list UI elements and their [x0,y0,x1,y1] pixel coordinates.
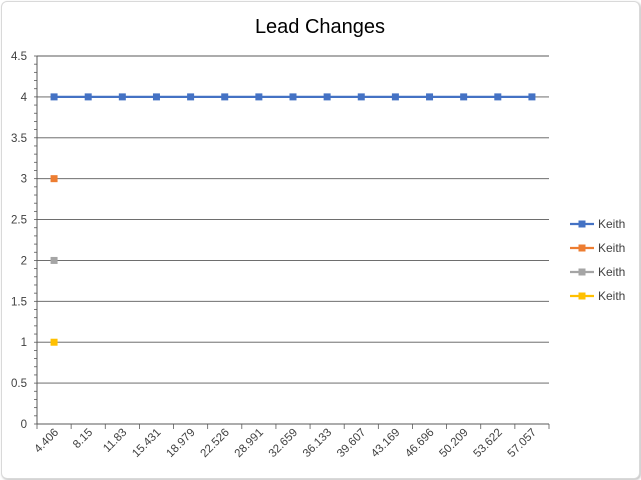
y-tick-label: 3.5 [11,133,27,145]
x-tick-label: 15.431 [130,427,163,460]
data-point [494,93,502,101]
chart-title: Lead Changes [255,16,385,38]
x-tick-label: 46.696 [403,427,436,460]
data-point [187,93,195,101]
x-tick-label: 36.133 [301,427,334,460]
gridlines [37,55,549,384]
data-point [221,93,229,101]
y-tick-label: 1.5 [11,296,27,308]
legend-label: Keith [598,241,625,255]
plot-area [50,93,536,346]
y-tick-label: 2.5 [11,215,27,227]
legend-marker [578,292,586,300]
y-tick-label: 1 [21,337,27,349]
legend-marker [578,220,586,228]
legend-item: Keith [570,289,625,303]
data-point [84,93,92,101]
y-tick-label: 2 [21,255,27,267]
y-tick-label: 0 [21,419,27,431]
data-point [118,93,126,101]
data-point [323,93,331,101]
y-tick-label: 4.5 [11,51,27,63]
y-tick-label: 0.5 [11,378,27,390]
x-tick-label: 53.622 [472,427,505,460]
x-tick-label: 39.607 [335,427,368,460]
x-tick-label: 8.15 [71,427,95,451]
x-tick-label: 4.406 [32,427,61,456]
data-point [391,93,399,101]
axes [34,55,550,429]
legend-marker [578,268,586,276]
legend: Keith Keith Keith Keith [570,217,625,303]
legend-item: Keith [570,241,625,255]
data-point [50,256,58,264]
x-tick-label: 32.659 [267,427,300,460]
y-tick-label: 3 [21,174,27,186]
data-point [357,93,365,101]
y-tick-label: 4 [21,92,28,104]
x-tick-labels: 4.406 8.15 11.83 15.431 18.979 22.526 28.991 32… [32,427,539,460]
data-point [426,93,434,101]
y-tick-labels: 0 0.5 1 1.5 2 2.5 3 3.5 4 4.5 [11,51,28,431]
data-point [50,93,58,101]
x-tick-label: 11.83 [101,427,129,455]
x-tick-label: 43.169 [369,427,402,460]
x-tick-label: 18.979 [164,427,197,460]
legend-item: Keith [570,217,625,231]
x-tick-label: 50.209 [437,427,470,460]
data-point [460,93,468,101]
data-point [152,93,160,101]
data-point [289,93,297,101]
legend-label: Keith [598,289,625,303]
legend-marker [578,244,586,252]
x-tick-label: 22.526 [198,427,231,460]
data-point [50,175,58,183]
legend-item: Keith [570,265,625,279]
legend-label: Keith [598,265,625,279]
x-tick-label: 28.991 [233,427,266,460]
legend-label: Keith [598,217,625,231]
data-point [50,338,58,346]
x-tick-label: 57.057 [506,427,539,460]
data-point [255,93,263,101]
data-point [528,93,536,101]
